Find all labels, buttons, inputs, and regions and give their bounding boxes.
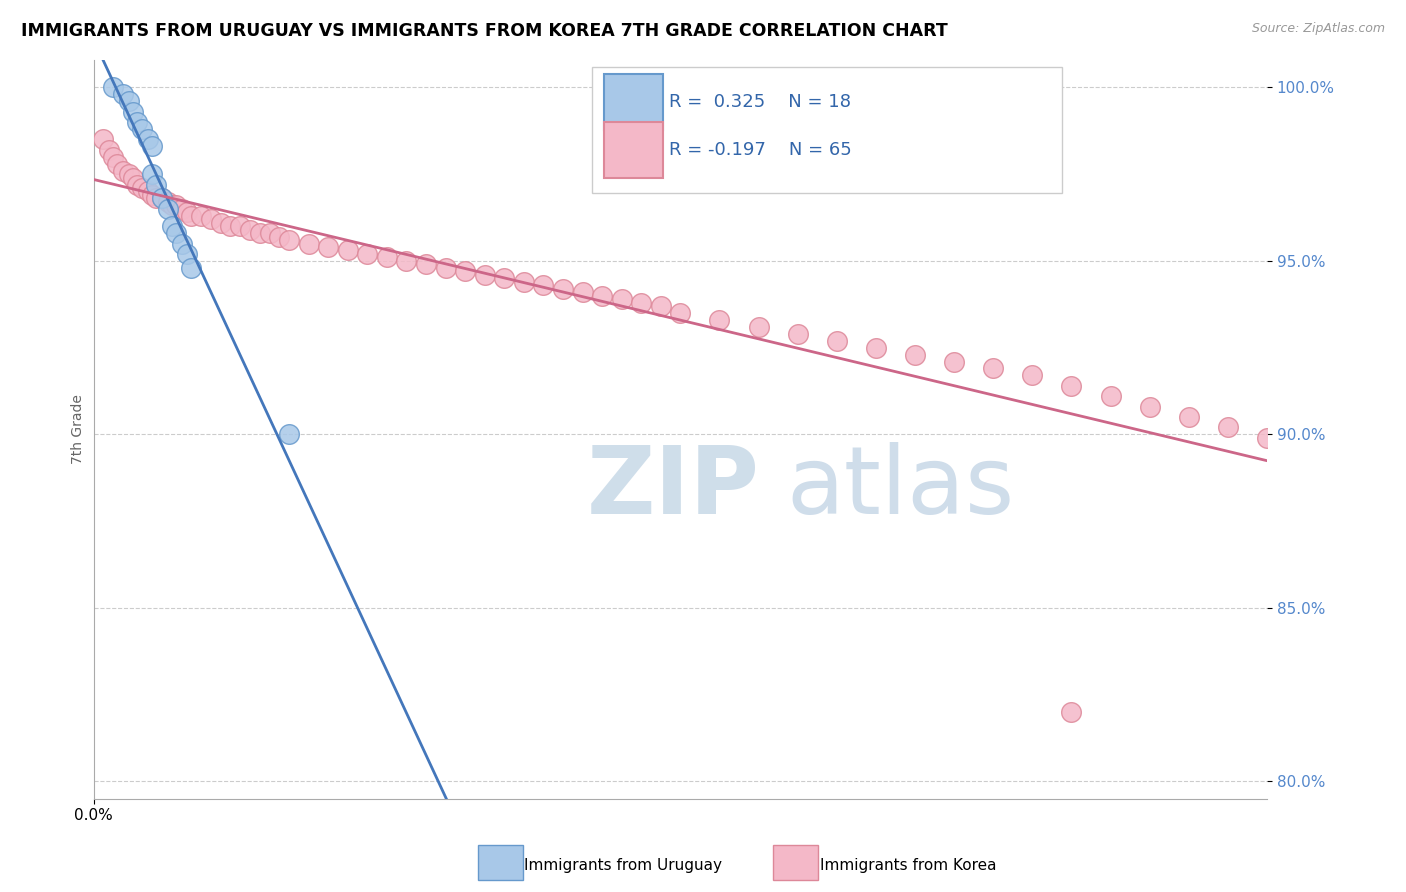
Point	[825, 334, 848, 348]
Text: atlas: atlas	[786, 442, 1014, 534]
Point	[150, 191, 173, 205]
Text: Immigrants from Uruguay: Immigrants from Uruguay	[524, 858, 723, 872]
Point	[943, 354, 966, 368]
Point	[610, 292, 633, 306]
Text: Immigrants from Korea: Immigrants from Korea	[820, 858, 997, 872]
Point	[336, 244, 359, 258]
Point	[176, 205, 198, 219]
Point	[786, 326, 808, 341]
Point	[474, 268, 496, 282]
Point	[150, 191, 173, 205]
Point	[269, 229, 291, 244]
FancyBboxPatch shape	[605, 74, 662, 130]
Point	[513, 275, 536, 289]
Point	[170, 202, 193, 216]
Y-axis label: 7th Grade: 7th Grade	[72, 394, 86, 464]
Point	[101, 80, 124, 95]
Point	[747, 319, 769, 334]
Point	[415, 257, 437, 271]
Point	[571, 285, 593, 299]
Point	[1060, 705, 1083, 719]
Point	[454, 264, 477, 278]
Point	[160, 219, 183, 234]
Point	[1256, 431, 1278, 445]
Point	[395, 253, 418, 268]
FancyBboxPatch shape	[605, 122, 662, 178]
Point	[190, 209, 212, 223]
Point	[229, 219, 252, 234]
Point	[141, 188, 163, 202]
Point	[125, 178, 148, 192]
Point	[118, 95, 141, 109]
Point	[101, 150, 124, 164]
Point	[156, 202, 179, 216]
Point	[138, 185, 160, 199]
Point	[209, 216, 232, 230]
Point	[298, 236, 321, 251]
Point	[709, 313, 731, 327]
Point	[531, 278, 554, 293]
Point	[98, 143, 121, 157]
Point	[200, 212, 222, 227]
Text: IMMIGRANTS FROM URUGUAY VS IMMIGRANTS FROM KOREA 7TH GRADE CORRELATION CHART: IMMIGRANTS FROM URUGUAY VS IMMIGRANTS FR…	[21, 22, 948, 40]
Point	[105, 157, 128, 171]
Point	[131, 122, 153, 136]
Point	[551, 282, 574, 296]
Point	[259, 226, 281, 240]
Point	[356, 247, 378, 261]
Point	[1099, 389, 1122, 403]
Point	[669, 306, 692, 320]
Point	[125, 115, 148, 129]
FancyBboxPatch shape	[592, 67, 1062, 193]
Point	[121, 170, 143, 185]
Point	[375, 251, 398, 265]
Point	[1021, 368, 1043, 383]
Point	[249, 226, 271, 240]
Point	[278, 427, 301, 442]
Point	[650, 299, 672, 313]
Point	[160, 198, 183, 212]
Text: R = -0.197    N = 65: R = -0.197 N = 65	[669, 141, 851, 159]
Point	[93, 132, 115, 146]
Point	[118, 167, 141, 181]
Text: Source: ZipAtlas.com: Source: ZipAtlas.com	[1251, 22, 1385, 36]
Point	[316, 240, 339, 254]
Point	[904, 347, 927, 361]
Point	[141, 139, 163, 153]
Point	[156, 194, 179, 209]
Point	[239, 222, 262, 236]
Point	[121, 104, 143, 119]
Point	[131, 181, 153, 195]
Point	[1216, 420, 1239, 434]
Text: ZIP: ZIP	[586, 442, 759, 534]
Point	[111, 87, 134, 102]
Point	[494, 271, 516, 285]
Point	[434, 260, 457, 275]
Point	[145, 191, 167, 205]
Point	[138, 132, 160, 146]
Point	[591, 288, 613, 302]
Point	[145, 178, 167, 192]
Point	[180, 209, 202, 223]
Text: R =  0.325    N = 18: R = 0.325 N = 18	[669, 94, 851, 112]
Point	[1060, 379, 1083, 393]
Point	[278, 233, 301, 247]
Point	[170, 236, 193, 251]
Point	[981, 361, 1004, 376]
Point	[141, 167, 163, 181]
Point	[180, 260, 202, 275]
Point	[1178, 410, 1201, 425]
Point	[165, 198, 187, 212]
Point	[165, 226, 187, 240]
Point	[111, 163, 134, 178]
Point	[865, 341, 887, 355]
Point	[1139, 400, 1161, 414]
Point	[176, 247, 198, 261]
Point	[219, 219, 242, 234]
Point	[630, 295, 652, 310]
